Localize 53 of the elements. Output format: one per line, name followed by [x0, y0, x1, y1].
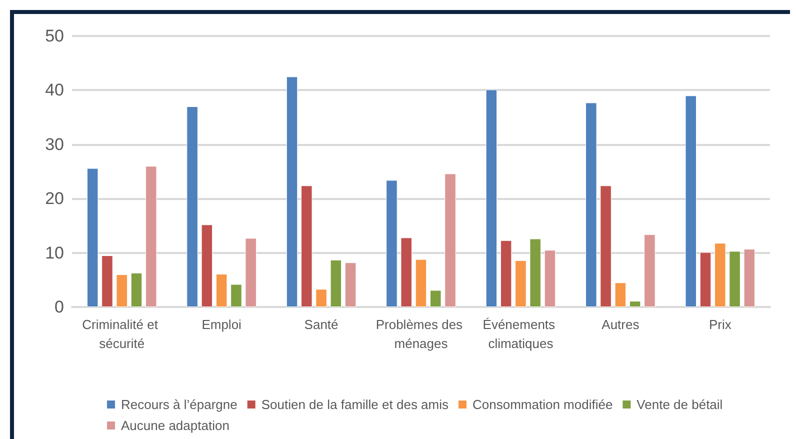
- legend-label: Aucune adaptation: [121, 418, 230, 433]
- bar: [286, 76, 298, 307]
- bar: [146, 166, 157, 307]
- bar: [444, 174, 456, 307]
- bar: [600, 186, 612, 307]
- bar: [330, 260, 342, 307]
- x-tick-label: Prix: [708, 317, 732, 332]
- bar: [544, 250, 556, 307]
- y-tick-label: 30: [45, 134, 64, 154]
- bar: [685, 96, 696, 307]
- bar: [714, 243, 726, 307]
- bar: [86, 168, 98, 307]
- bar: [301, 186, 312, 307]
- bar: [400, 238, 412, 307]
- bar: [245, 238, 256, 307]
- y-tick-label: 20: [45, 189, 64, 208]
- bar: [515, 260, 526, 307]
- x-tick-label: Emploi: [202, 317, 242, 332]
- bar: [216, 274, 228, 307]
- bar: [486, 90, 498, 307]
- y-tick-label: 40: [45, 80, 64, 100]
- bar: [500, 240, 512, 307]
- bar: [644, 234, 656, 307]
- legend-label: Vente de bétail: [636, 397, 723, 412]
- y-tick-label: 0: [54, 298, 64, 316]
- x-tick-label: Autres: [602, 317, 640, 332]
- bar: [614, 282, 626, 307]
- bar: [186, 106, 198, 307]
- bar: [729, 251, 740, 307]
- x-tick-label: Santé: [304, 317, 338, 332]
- bar: [415, 259, 427, 307]
- bar: [201, 224, 213, 307]
- bar: [230, 284, 242, 307]
- bar: [344, 262, 356, 307]
- x-tick-label: Problèmes des ménages: [376, 317, 466, 351]
- x-tick-label: Criminalité et sécurité: [82, 317, 162, 351]
- bar: [586, 102, 597, 307]
- legend-label: Soutien de la famille et des amis: [261, 397, 449, 412]
- bar: [430, 290, 442, 307]
- bar: [629, 301, 641, 307]
- y-tick-label: 50: [45, 26, 64, 46]
- legend-label: Recours à l’épargne: [121, 397, 238, 412]
- bar: [116, 274, 128, 307]
- bar: [386, 180, 398, 307]
- bar: [316, 289, 327, 307]
- bar: [102, 256, 113, 307]
- legend-label: Consommation modifiée: [472, 397, 613, 412]
- y-tick-label: 10: [45, 243, 64, 262]
- bar: [744, 249, 756, 307]
- x-tick-label: Événements climatiques: [482, 317, 559, 351]
- bar: [130, 272, 142, 307]
- bar: [700, 252, 712, 307]
- bar: [530, 238, 541, 307]
